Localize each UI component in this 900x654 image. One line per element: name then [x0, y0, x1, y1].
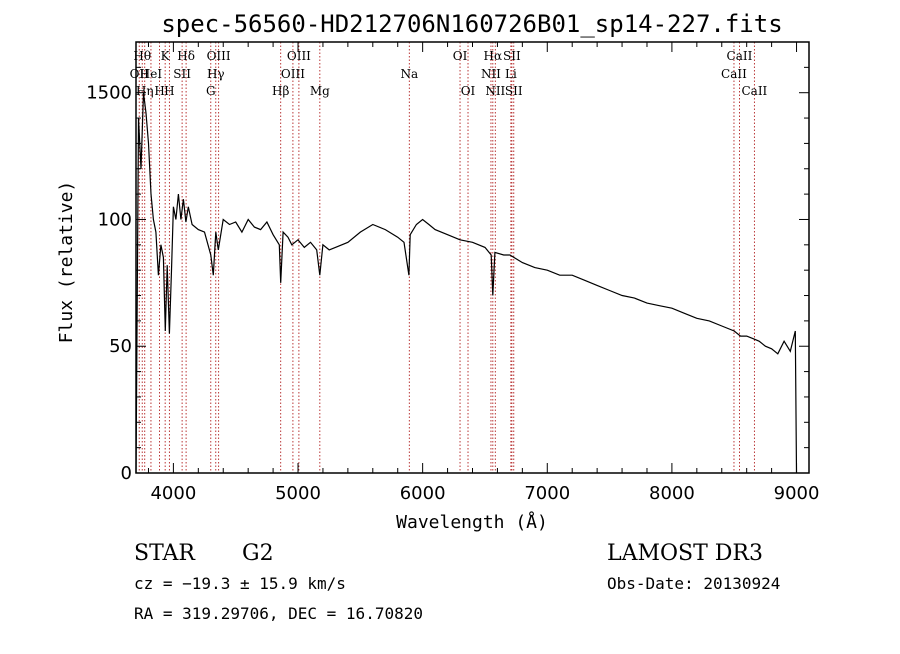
spectral-line-label: CaII	[741, 84, 767, 98]
spectral-line-label: OIII	[281, 67, 305, 81]
x-tick-label: 8000	[649, 483, 695, 504]
y-tick-label: 0	[121, 463, 132, 484]
y-tick-label: 1500	[86, 83, 132, 104]
spectral-line-label: Hη	[136, 84, 154, 98]
x-tick-label: 7000	[524, 483, 570, 504]
observation-date: Obs-Date: 20130924	[607, 574, 780, 593]
spectral-line-label: Hα	[484, 49, 503, 63]
spectral-line-label: SII	[173, 67, 191, 81]
spectral-line-label: Li	[505, 67, 517, 81]
x-tick-label: 5000	[275, 483, 321, 504]
spectral-line-label: CaII	[721, 67, 747, 81]
spectral-line-label: Mg	[310, 84, 330, 98]
x-axis: 4000 5000 6000 7000 8000 9000	[147, 42, 820, 504]
spectral-line-labels: OIIHθHηHeIHKHSIIHδGHγOIIIHβOIIIOIIIMgNaO…	[130, 49, 768, 98]
y-tick-label: 100	[98, 209, 132, 230]
redshift-readout: cz = −19.3 ± 15.9 km/s	[134, 574, 346, 593]
x-tick-label: 9000	[774, 483, 820, 504]
y-axis-label: Flux (relative)	[56, 181, 77, 344]
spectral-line-label: Hβ	[272, 84, 289, 98]
spectral-line-label: CaII	[727, 49, 753, 63]
x-tick-label: 4000	[150, 483, 196, 504]
spectral-line-label: NII	[485, 84, 505, 98]
spectral-line-label: HeI	[140, 67, 163, 81]
y-axis: 0 50 100 1500	[86, 66, 809, 484]
spectral-line-label: K	[161, 49, 171, 63]
spectral-line-label: Hδ	[177, 49, 195, 63]
spectral-line-label: OI	[461, 84, 476, 98]
spectral-line-label: SII	[503, 49, 521, 63]
object-class: STAR	[134, 541, 196, 566]
spectral-line-label: H	[154, 84, 164, 98]
survey-name: LAMOST DR3	[607, 541, 763, 566]
object-subclass: G2	[242, 541, 274, 566]
y-tick-label: 50	[109, 336, 132, 357]
spectral-line-label: OIII	[207, 49, 231, 63]
spectral-line-label: Na	[400, 67, 418, 81]
spectral-line-label: OII	[130, 67, 150, 81]
spectral-line-label: G	[206, 84, 216, 98]
chart-title: spec-56560-HD212706N160726B01_sp14-227.f…	[161, 10, 782, 38]
coordinates-readout: RA = 319.29706, DEC = 16.70820	[134, 604, 423, 623]
spectral-line-label: OIII	[287, 49, 311, 63]
x-tick-label: 6000	[400, 483, 446, 504]
x-axis-label: Wavelength (Å)	[396, 511, 548, 533]
spectral-line-label: OI	[453, 49, 468, 63]
spectral-line-label: Hγ	[207, 67, 225, 81]
spectral-line-label: H	[164, 84, 174, 98]
spectrum-series-line	[135, 92, 798, 474]
spectral-line-label: Hθ	[133, 49, 151, 63]
spectral-line-label: NII	[481, 67, 501, 81]
spectral-line-label: SII	[505, 84, 523, 98]
